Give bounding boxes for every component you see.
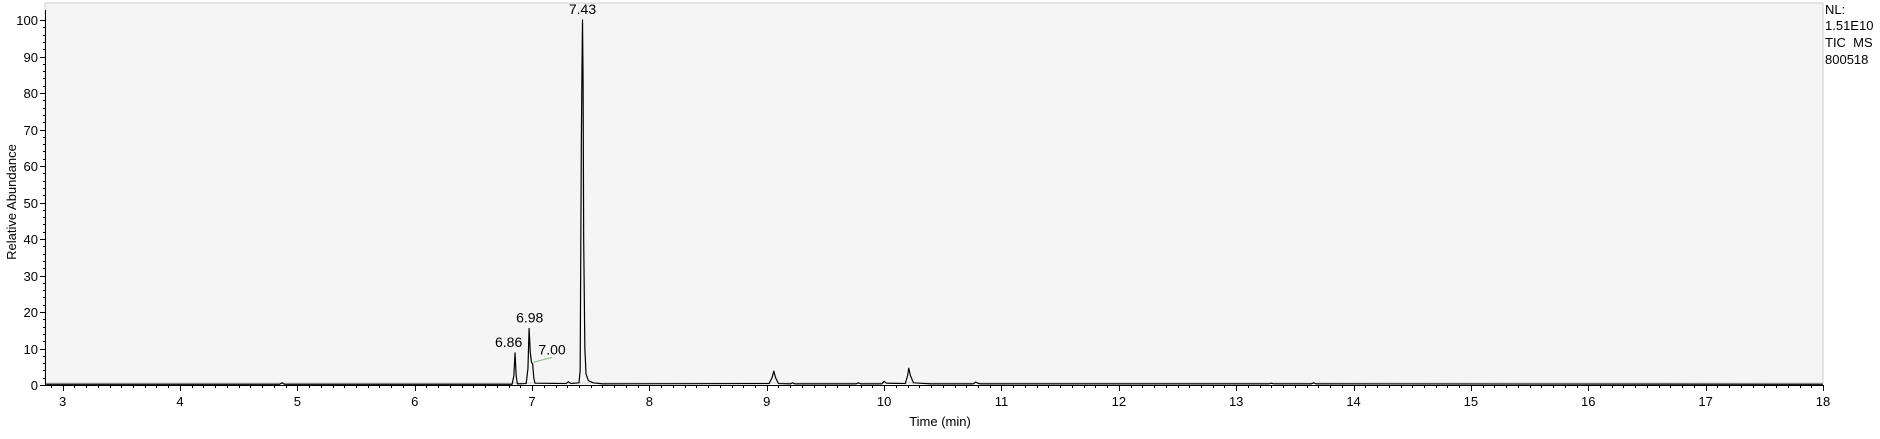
y-tick-label: 80: [24, 86, 38, 101]
y-tick-label: 40: [24, 232, 38, 247]
info-block: NL: 1.51E10 TIC MS 800518: [1825, 2, 1873, 67]
y-tick-label: 20: [24, 305, 38, 320]
info-line-4: 800518: [1825, 52, 1868, 67]
x-tick-label: 4: [176, 394, 183, 409]
x-tick-label: 3: [59, 394, 66, 409]
x-tick-label: 7: [528, 394, 535, 409]
y-tick-label: 30: [24, 269, 38, 284]
peak-label: 7.43: [569, 1, 596, 17]
x-tick-label: 12: [1112, 394, 1126, 409]
y-tick-label: 90: [24, 50, 38, 65]
x-tick-label: 15: [1464, 394, 1478, 409]
x-tick-label: 18: [1816, 394, 1830, 409]
peak-label: 7.00: [538, 341, 565, 357]
plot-background: [44, 2, 1824, 384]
peak-label: 6.98: [516, 309, 543, 325]
x-tick-label: 11: [995, 394, 1009, 409]
y-tick-label: 100: [16, 13, 38, 28]
peak-label: 6.86: [495, 334, 522, 350]
y-tick-label: 70: [24, 123, 38, 138]
tic-series-line: [45, 19, 1824, 385]
y-tick-label: 60: [24, 159, 38, 174]
x-axis-label: Time (min): [909, 414, 971, 429]
y-axis-label: Relative Abundance: [4, 144, 19, 260]
y-tick-label: 10: [24, 342, 38, 357]
x-tick-label: 8: [646, 394, 653, 409]
y-tick-label: 50: [24, 196, 38, 211]
x-tick-label: 14: [1346, 394, 1360, 409]
x-tick-label: 17: [1698, 394, 1712, 409]
info-line-3: TIC MS: [1825, 35, 1873, 50]
y-tick-label: 0: [31, 378, 38, 393]
x-tick-label: 16: [1581, 394, 1595, 409]
x-tick-label: 9: [763, 394, 770, 409]
x-tick-label: 6: [411, 394, 418, 409]
info-line-2: 1.51E10: [1825, 18, 1873, 33]
x-tick-label: 10: [877, 394, 891, 409]
x-tick-label: 5: [294, 394, 301, 409]
info-line-1: NL:: [1825, 2, 1845, 17]
peak-leader-line: [532, 356, 553, 363]
x-tick-label: 13: [1229, 394, 1243, 409]
